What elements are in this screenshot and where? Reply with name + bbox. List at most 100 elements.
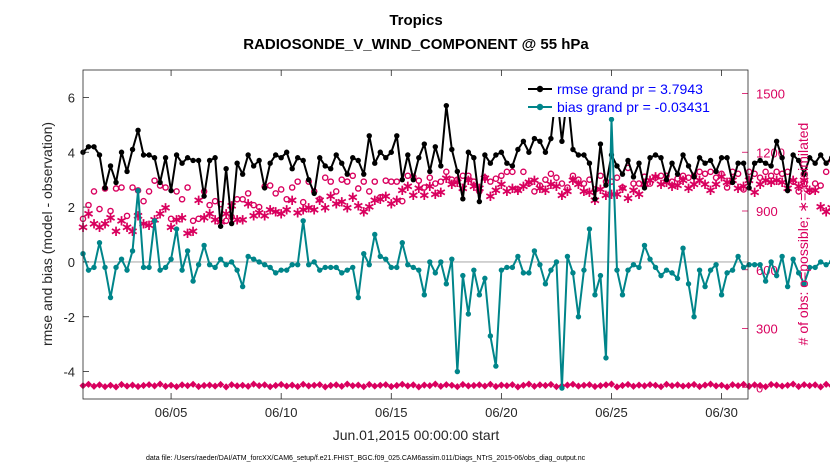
assimilated-marker: ∗ bbox=[446, 175, 459, 193]
x-tick-label: 06/15 bbox=[375, 405, 408, 420]
possible-marker bbox=[129, 184, 136, 191]
bias-point bbox=[724, 270, 730, 276]
rmse-point bbox=[394, 133, 400, 139]
bias-point bbox=[669, 270, 675, 276]
assimilated-marker: ∗ bbox=[99, 214, 112, 232]
bias-point bbox=[317, 267, 323, 273]
assimilated-marker: ∗ bbox=[814, 198, 827, 216]
rmse-point bbox=[146, 152, 152, 158]
assimilated-marker: ∗ bbox=[798, 171, 811, 189]
obs-count-marker bbox=[84, 380, 93, 388]
y-tick-label-right: 1200 bbox=[756, 145, 785, 160]
bias-point bbox=[394, 264, 400, 271]
obs-count-marker bbox=[239, 381, 247, 389]
bias-point bbox=[283, 267, 290, 273]
obs-count-marker bbox=[701, 381, 709, 389]
assimilated-marker: ∗ bbox=[209, 210, 222, 228]
possible-marker bbox=[652, 174, 659, 182]
obs-count-marker bbox=[717, 381, 726, 389]
bias-point bbox=[509, 264, 516, 271]
obs-count-marker bbox=[420, 381, 428, 389]
bias-point bbox=[195, 261, 202, 268]
obs-count-marker bbox=[90, 382, 98, 390]
assimilated-marker: ∗ bbox=[247, 206, 260, 224]
bias-point bbox=[570, 270, 576, 276]
assimilated-marker: ∗ bbox=[484, 187, 497, 205]
obs-count-marker bbox=[745, 382, 753, 390]
rmse-point bbox=[630, 174, 637, 180]
rmse-point bbox=[713, 168, 719, 175]
bias-point bbox=[465, 311, 472, 317]
bias-point bbox=[691, 314, 697, 320]
rmse-point bbox=[597, 141, 604, 147]
obs-count-marker bbox=[299, 380, 307, 388]
bias-point bbox=[278, 267, 284, 273]
obs-count-marker bbox=[563, 381, 572, 389]
obs-count-marker bbox=[723, 383, 731, 391]
rmse-point bbox=[449, 146, 455, 153]
possible-marker bbox=[707, 168, 714, 176]
rmse-point bbox=[223, 166, 229, 172]
assimilated-marker: ∗ bbox=[264, 201, 277, 219]
obs-count-marker bbox=[762, 383, 770, 391]
obs-count-marker bbox=[795, 382, 803, 391]
rmse-point bbox=[377, 149, 383, 155]
assimilated-marker: ∗ bbox=[820, 203, 830, 221]
rmse-point bbox=[201, 193, 207, 199]
obs-count-marker bbox=[134, 382, 142, 391]
rmse-point bbox=[718, 155, 725, 161]
obs-count-marker bbox=[806, 382, 814, 390]
obs-count-marker bbox=[767, 380, 775, 389]
assimilated-marker: ∗ bbox=[440, 169, 453, 187]
obs-count-marker bbox=[486, 380, 494, 388]
rmse-point bbox=[603, 182, 609, 188]
assimilated-marker: ∗ bbox=[341, 199, 354, 217]
bias-point bbox=[647, 256, 653, 262]
rmse-point bbox=[350, 155, 356, 161]
bias-point bbox=[250, 256, 257, 262]
bias-point bbox=[790, 256, 796, 262]
obs-count-marker bbox=[464, 382, 472, 390]
obs-count-marker bbox=[690, 380, 698, 389]
rmse-point bbox=[317, 155, 323, 161]
rmse-point bbox=[487, 160, 494, 166]
obs-count-marker bbox=[426, 382, 434, 390]
bias-point bbox=[746, 261, 752, 268]
assimilated-marker: ∗ bbox=[302, 199, 315, 217]
obs-count-marker bbox=[310, 381, 318, 389]
rmse-point bbox=[234, 160, 240, 166]
obs-count-marker bbox=[475, 381, 483, 389]
bias-point bbox=[399, 240, 405, 246]
bias-point bbox=[223, 261, 229, 268]
obs-count-marker bbox=[244, 382, 252, 390]
assimilated-marker: ∗ bbox=[286, 191, 299, 209]
obs-count-marker bbox=[679, 382, 687, 390]
bias-point bbox=[432, 270, 439, 276]
rmse-point bbox=[190, 157, 196, 164]
rmse-point bbox=[256, 157, 262, 164]
possible-marker bbox=[299, 198, 307, 206]
possible-marker bbox=[195, 215, 202, 223]
assimilated-marker: ∗ bbox=[82, 204, 95, 222]
bias-point bbox=[410, 264, 416, 271]
rmse-point bbox=[570, 146, 576, 153]
rmse-point bbox=[702, 160, 708, 166]
possible-marker bbox=[222, 217, 230, 225]
bias-point bbox=[355, 294, 361, 301]
rmse-point bbox=[289, 166, 295, 172]
obs-count-marker bbox=[541, 381, 550, 390]
assimilated-marker: ∗ bbox=[770, 171, 783, 189]
rmse-point bbox=[795, 157, 802, 164]
bias-point bbox=[454, 368, 461, 375]
y-tick-label-left: 4 bbox=[68, 145, 75, 160]
obs-count-marker bbox=[150, 382, 159, 390]
obs-count-marker bbox=[817, 383, 825, 391]
rmse-point bbox=[575, 152, 582, 158]
possible-marker bbox=[140, 197, 147, 205]
assimilated-marker: ∗ bbox=[319, 199, 332, 217]
rmse-point bbox=[91, 144, 97, 150]
obs-count-marker bbox=[453, 383, 461, 391]
rmse-point bbox=[531, 135, 538, 142]
rmse-point bbox=[438, 163, 444, 169]
possible-marker bbox=[294, 178, 301, 185]
